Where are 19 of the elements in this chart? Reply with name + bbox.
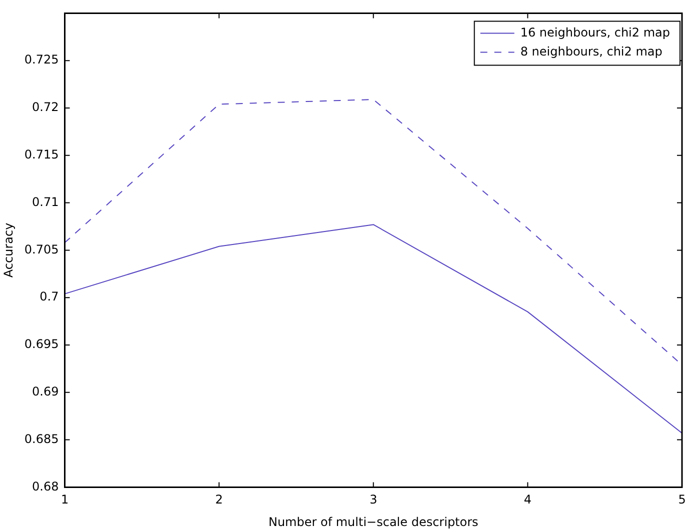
- x-tick-label: 4: [524, 492, 532, 507]
- y-tick-label: 0.685: [24, 432, 59, 446]
- y-tick-label: 0.69: [32, 384, 59, 399]
- legend-label: 8 neighbours, chi2 map: [520, 44, 662, 58]
- y-tick-label: 0.725: [24, 52, 59, 67]
- x-tick-label: 3: [370, 492, 378, 507]
- x-axis-title: Number of multi−scale descriptors: [268, 514, 478, 529]
- y-tick-label: 0.715: [24, 148, 59, 162]
- x-tick-label: 1: [60, 492, 69, 507]
- legend-label: 16 neighbours, chi2 map: [520, 25, 670, 40]
- y-tick-label: 0.71: [32, 194, 59, 209]
- x-tick-label: 2: [215, 492, 223, 507]
- y-tick-label: 0.705: [24, 242, 59, 256]
- y-tick-label: 0.68: [32, 479, 59, 494]
- y-axis-title: Accuracy: [1, 222, 16, 278]
- y-tick-label: 0.695: [24, 337, 59, 352]
- y-tick-label: 0.72: [32, 100, 59, 114]
- y-tick-label: 0.7: [40, 290, 59, 304]
- x-tick-label: 5: [678, 492, 686, 507]
